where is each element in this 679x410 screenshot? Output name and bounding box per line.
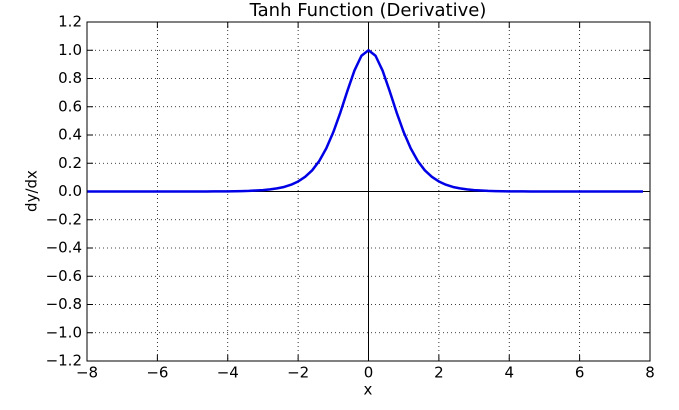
x-tick-label: −6: [146, 364, 168, 382]
y-tick-label: 0.4: [58, 126, 82, 144]
y-tick-label: −0.8: [46, 295, 82, 313]
y-tick-label: 0.2: [58, 154, 82, 172]
line: [87, 49, 643, 193]
chart-title: Tanh Function (Derivative): [249, 0, 487, 21]
x-tick-label: 8: [645, 364, 655, 382]
x-tick-label: −2: [287, 364, 309, 382]
x-axis-label: x: [364, 381, 373, 399]
y-tick-label: −1.0: [46, 323, 82, 341]
y-tick-label: −1.2: [46, 352, 82, 370]
y-tick-label: −0.4: [46, 239, 82, 257]
x-tick-label: 2: [434, 364, 444, 382]
x-tick-label: 6: [575, 364, 585, 382]
y-tick-label: −0.2: [46, 210, 82, 228]
y-tick-label: 0.8: [58, 69, 82, 87]
y-tick-label: 1.0: [58, 41, 82, 59]
x-tick-label: 0: [364, 364, 374, 382]
x-tick-label: 4: [504, 364, 514, 382]
y-tick-label: 0.0: [58, 182, 82, 200]
x-tick-label: −4: [217, 364, 239, 382]
y-tick-label: 1.2: [58, 13, 82, 31]
y-tick-label: 0.6: [58, 97, 82, 115]
plot-frame: [86, 21, 651, 362]
y-axis-label: dy/dx: [23, 170, 41, 212]
x-tick-label: −8: [76, 364, 98, 382]
y-tick-label: −0.6: [46, 267, 82, 285]
